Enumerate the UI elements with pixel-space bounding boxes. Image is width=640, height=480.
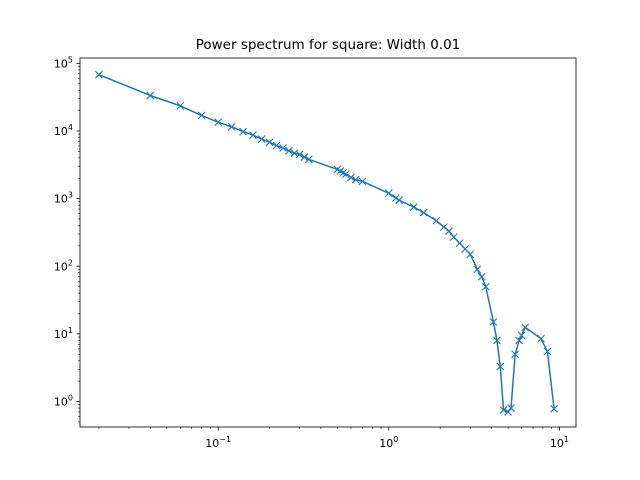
plot-frame [79,57,577,428]
data-point-marker [481,282,490,291]
data-point-marker [197,111,206,120]
data-point-marker [351,175,360,184]
data-point-marker [214,118,223,127]
data-point-marker [419,208,428,217]
data-point-marker [249,131,257,139]
data-point-marker [507,404,515,412]
data-point-marker [504,408,512,416]
data-point-marker [409,203,418,211]
y-tick-label: 101 [54,326,73,341]
x-tick-label: 10−1 [205,435,231,450]
data-point-marker [439,223,448,231]
data-point-marker [257,135,266,143]
data-point-marker [239,127,247,136]
data-point-marker [449,233,458,241]
y-tick-label: 105 [54,55,73,70]
y-tick-label: 100 [54,394,73,409]
axis-layer: 10−1 100 101 100 101 102 103 104 105 [54,55,569,450]
data-point-marker [227,122,236,131]
data-point-marker [445,227,453,236]
data-point-marker [517,331,526,340]
data-point-marker [511,350,520,359]
data-point-marker [290,149,299,158]
plot-layer [95,70,558,416]
data-point-marker [477,272,486,281]
data-point-marker [543,347,552,356]
data-point-marker [550,404,558,413]
data-point-marker [285,146,293,155]
data-point-marker [499,406,508,414]
y-tick-label: 102 [54,258,73,273]
data-point-marker [347,173,355,182]
data-point-marker [272,141,281,150]
data-point-marker [95,70,103,79]
chart-title: Power spectrum for square: Width 0.01 [196,37,461,53]
data-point-marker [265,138,274,147]
data-point-marker [496,362,505,371]
x-tick-label: 100 [379,435,398,450]
data-point-marker [537,334,545,343]
data-point-marker [295,150,304,159]
data-point-marker [466,250,475,259]
y-tick-label: 103 [54,191,73,206]
data-point-marker [341,170,350,179]
data-point-marker [146,91,155,100]
data-point-marker [432,216,441,225]
data-point-marker [358,177,367,186]
data-point-marker [493,336,501,345]
data-point-marker [395,196,404,205]
data-point-marker [489,318,498,326]
series-line [98,73,555,413]
y-tick-label: 104 [54,123,73,138]
data-point-marker [515,336,523,345]
data-point-marker [473,265,482,274]
data-point-marker [300,153,309,162]
data-point-marker [304,155,313,164]
data-point-marker [384,189,393,198]
data-point-marker [176,102,185,110]
data-point-marker [279,144,287,152]
x-tick-label: 101 [550,435,569,450]
data-point-marker [521,323,530,332]
